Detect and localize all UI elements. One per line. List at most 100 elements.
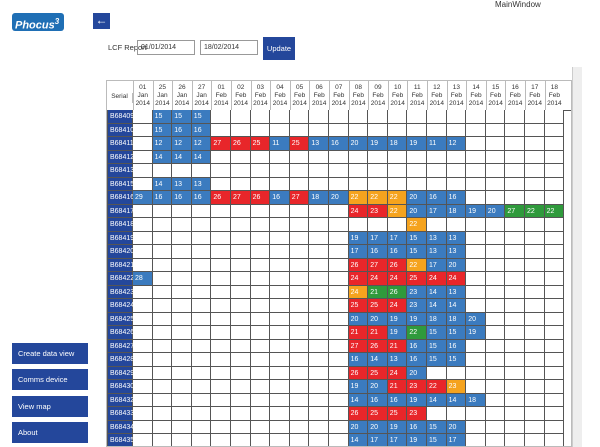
data-cell xyxy=(133,312,153,326)
data-cell: 23 xyxy=(407,299,427,313)
data-cell xyxy=(133,326,153,340)
data-cell xyxy=(250,231,271,245)
data-cell: 25 xyxy=(407,272,427,286)
data-cell xyxy=(348,150,369,164)
data-cell xyxy=(329,366,349,380)
data-cell xyxy=(427,110,447,124)
data-cell xyxy=(329,407,349,421)
start-date[interactable]: 01/01/2014 xyxy=(137,40,195,55)
data-cell xyxy=(466,245,486,259)
data-cell xyxy=(270,245,290,259)
data-cell xyxy=(133,177,153,191)
column-divider xyxy=(485,81,487,110)
data-cell xyxy=(309,434,329,446)
data-cell: 23 xyxy=(446,380,467,394)
column-header: 2014 xyxy=(527,100,543,107)
title-bar: MainWindow xyxy=(0,0,600,11)
data-cell xyxy=(446,123,467,137)
data-cell xyxy=(250,353,271,367)
end-date[interactable]: 18/02/2014 xyxy=(200,40,258,55)
data-cell xyxy=(485,339,506,353)
data-cell: 19 xyxy=(368,137,388,151)
data-cell: 19 xyxy=(387,326,408,340)
data-cell xyxy=(309,272,329,286)
data-cell xyxy=(289,312,310,326)
data-cell xyxy=(250,177,271,191)
data-cell xyxy=(289,326,310,340)
data-cell: 15 xyxy=(427,434,447,446)
data-cell: 14 xyxy=(427,393,447,407)
data-cell xyxy=(172,245,192,259)
data-cell xyxy=(544,150,565,164)
column-header: 12 xyxy=(433,84,441,91)
data-cell xyxy=(172,339,192,353)
data-cell xyxy=(211,407,231,421)
data-cell: 20 xyxy=(407,204,427,218)
data-cell xyxy=(250,326,271,340)
column-divider xyxy=(407,81,409,110)
data-cell: 16 xyxy=(270,191,290,205)
column-header: 2014 xyxy=(370,100,386,107)
data-cell xyxy=(231,258,251,272)
data-cell xyxy=(466,218,486,232)
data-cell xyxy=(191,245,212,259)
data-cell xyxy=(329,326,349,340)
data-cell xyxy=(191,380,212,394)
data-cell xyxy=(211,110,231,124)
column-header: Jan xyxy=(176,92,188,99)
serial-cell: B68425 xyxy=(107,312,134,326)
data-cell xyxy=(505,164,525,178)
data-cell xyxy=(211,299,231,313)
data-cell xyxy=(485,380,506,394)
data-cell xyxy=(544,353,565,367)
data-cell xyxy=(231,123,251,137)
data-cell xyxy=(485,312,506,326)
data-cell: 18 xyxy=(466,393,486,407)
data-cell: 15 xyxy=(172,110,192,124)
data-cell xyxy=(544,272,565,286)
data-cell xyxy=(289,258,310,272)
column-header: Feb xyxy=(509,92,521,99)
data-cell xyxy=(368,218,388,232)
data-cell: 26 xyxy=(250,191,271,205)
data-cell xyxy=(309,164,329,178)
update-button[interactable]: Update xyxy=(263,37,295,60)
data-cell xyxy=(505,285,525,299)
back-button[interactable]: ← xyxy=(93,13,110,29)
column-divider xyxy=(348,81,350,110)
data-cell xyxy=(191,326,212,340)
data-cell: 24 xyxy=(368,272,388,286)
data-cell: 16 xyxy=(407,353,427,367)
data-cell xyxy=(270,218,290,232)
data-cell xyxy=(172,204,192,218)
menu-button[interactable]: About xyxy=(12,422,88,443)
data-cell: 16 xyxy=(172,191,192,205)
data-cell: 18 xyxy=(309,191,329,205)
data-cell xyxy=(505,177,525,191)
data-cell xyxy=(231,150,251,164)
data-cell xyxy=(133,164,153,178)
serial-cell: B68423 xyxy=(107,285,134,299)
column-header: 2014 xyxy=(311,100,327,107)
menu-button[interactable]: Create data view xyxy=(12,343,88,364)
data-cell: 27 xyxy=(505,204,525,218)
serial-cell: B68434 xyxy=(107,420,134,434)
data-cell xyxy=(231,177,251,191)
data-cell xyxy=(505,191,525,205)
report-label: LCF Report xyxy=(108,43,147,52)
data-cell xyxy=(348,110,369,124)
data-cell xyxy=(329,434,349,446)
menu-button[interactable]: Comms device xyxy=(12,369,88,390)
data-cell xyxy=(231,407,251,421)
data-cell xyxy=(466,380,486,394)
scrollbar[interactable] xyxy=(572,67,582,447)
column-header: 10 xyxy=(393,84,402,91)
data-cell xyxy=(329,177,349,191)
menu-button[interactable]: View map xyxy=(12,396,88,417)
data-cell: 25 xyxy=(368,299,388,313)
data-cell: 25 xyxy=(387,407,408,421)
column-header: Feb xyxy=(235,92,247,99)
data-cell xyxy=(270,380,290,394)
data-cell: 15 xyxy=(407,245,427,259)
data-cell xyxy=(152,393,173,407)
